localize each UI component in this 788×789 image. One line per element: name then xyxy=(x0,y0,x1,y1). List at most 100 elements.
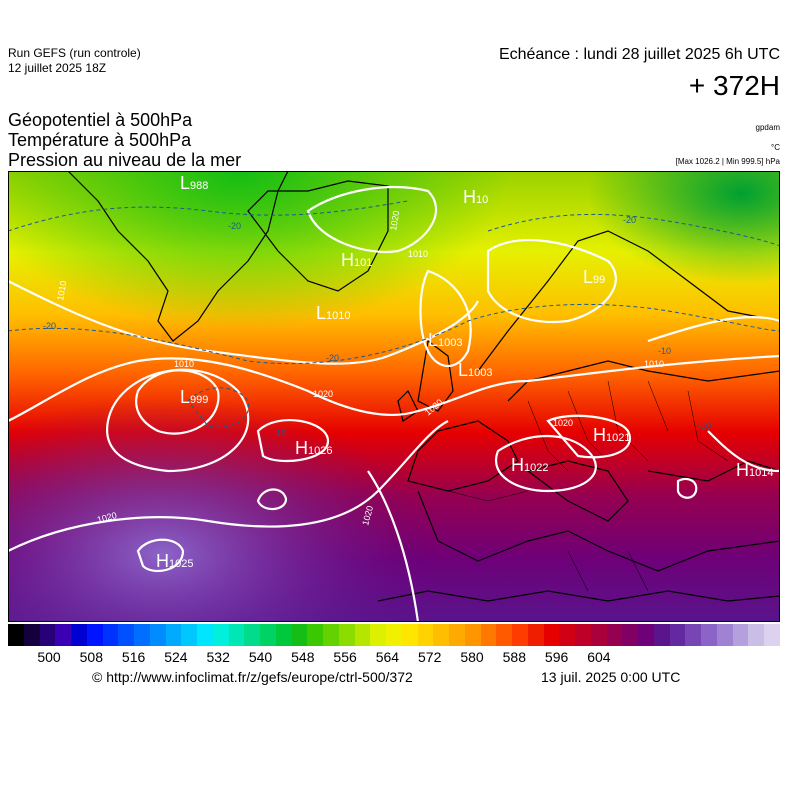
svg-text:1010: 1010 xyxy=(644,359,664,369)
scale-swatch xyxy=(575,624,591,646)
scale-swatch xyxy=(559,624,575,646)
scale-swatch xyxy=(165,624,182,646)
svg-text:-20: -20 xyxy=(623,215,636,225)
scale-tick-label: 532 xyxy=(206,649,230,665)
scale-swatch xyxy=(181,624,197,646)
scale-swatch xyxy=(464,624,481,646)
scale-swatch xyxy=(527,624,544,646)
forecast-offset: + 372H xyxy=(688,70,780,101)
scale-swatch xyxy=(323,624,339,646)
weather-map[interactable]: L988 H10 H101 L1010 L99 L1003 L1003 L999… xyxy=(8,171,780,622)
scale-swatch xyxy=(23,624,40,646)
scale-swatch xyxy=(197,624,213,646)
scale-swatch xyxy=(118,624,134,646)
scale-tick-label: 556 xyxy=(333,649,357,665)
scale-tick-label: 548 xyxy=(291,649,315,665)
svg-text:1010: 1010 xyxy=(408,249,428,259)
scale-tick-label: 540 xyxy=(248,649,273,665)
scale-swatch xyxy=(732,624,749,646)
scale-swatch xyxy=(149,624,166,646)
scale-swatch xyxy=(275,624,292,646)
scale-swatch xyxy=(764,624,780,646)
scale-swatch xyxy=(354,624,371,646)
scale-swatch xyxy=(244,624,260,646)
pressure-centers: L988 H10 H101 L1010 L99 L1003 L1003 L999… xyxy=(156,173,773,571)
scale-swatch xyxy=(590,624,607,646)
run-label: Run GEFS (run controle) xyxy=(8,46,141,60)
scale-swatch xyxy=(260,624,276,646)
scale-swatch xyxy=(307,624,323,646)
title-temperature: Température à 500hPa xyxy=(8,130,192,150)
scale-swatch xyxy=(134,624,150,646)
unit-geopotential: gpdam xyxy=(755,123,780,132)
svg-text:1020: 1020 xyxy=(313,389,333,399)
isotherm-labels: -20 -20 -20 -20 -10 -10 -10 xyxy=(43,215,711,438)
scale-tick-label: 500 xyxy=(37,649,61,665)
scale-swatch xyxy=(338,624,355,646)
coastlines xyxy=(67,171,780,602)
scale-swatch xyxy=(606,624,623,646)
svg-text:1020: 1020 xyxy=(553,418,573,428)
scale-tick-label: 572 xyxy=(418,649,442,665)
scale-tick-label: 580 xyxy=(460,649,484,665)
scale-swatch xyxy=(228,624,245,646)
pressure-center-L1003a: L1003 xyxy=(428,330,463,350)
run-timestamp: 13 juil. 2025 0:00 UTC xyxy=(541,669,681,685)
run-date: 12 juillet 2025 18Z xyxy=(8,61,107,75)
svg-text:1020: 1020 xyxy=(388,210,401,231)
echeance-label: Echéance : lundi 28 juillet 2025 6h UTC xyxy=(498,46,780,63)
source-url: © http://www.infoclimat.fr/z/gefs/europe… xyxy=(92,669,413,685)
scale-tick-label: 588 xyxy=(502,649,526,665)
country-borders xyxy=(447,380,729,592)
scale-tick-label: 596 xyxy=(544,649,569,665)
title-pressure: Pression au niveau de la mer xyxy=(8,150,242,170)
map-frame xyxy=(8,171,780,622)
scale-swatch xyxy=(433,624,449,646)
scale-swatch xyxy=(622,624,638,646)
scale-swatch xyxy=(496,624,512,646)
svg-text:1010: 1010 xyxy=(174,359,194,369)
svg-text:-20: -20 xyxy=(228,221,241,231)
scale-swatch xyxy=(685,624,701,646)
scale-tick-label: 524 xyxy=(164,649,188,665)
hot-zone-atlantic xyxy=(8,171,780,622)
svg-text:1010: 1010 xyxy=(55,280,68,301)
color-scale-bar xyxy=(8,624,780,646)
scale-swatch xyxy=(480,624,497,646)
scale-swatch xyxy=(449,624,465,646)
unit-temperature: °C xyxy=(771,143,780,152)
scale-swatch xyxy=(8,624,24,646)
scale-tick-label: 564 xyxy=(375,649,400,665)
scale-swatch xyxy=(291,624,308,646)
scale-swatch xyxy=(55,624,71,646)
title-geopotential: Géopotentiel à 500hPa xyxy=(8,110,193,130)
scale-swatch xyxy=(716,624,733,646)
scale-swatch xyxy=(701,624,717,646)
scale-swatch xyxy=(401,624,418,646)
scale-tick-label: 604 xyxy=(587,649,611,665)
scale-swatch xyxy=(102,624,119,646)
scale-tick-label: 508 xyxy=(79,649,103,665)
scale-swatch xyxy=(417,624,434,646)
svg-text:-20: -20 xyxy=(326,353,339,363)
scale-swatch xyxy=(86,624,103,646)
svg-text:-10: -10 xyxy=(658,346,671,356)
scale-swatch xyxy=(669,624,686,646)
scale-swatch xyxy=(512,624,528,646)
scale-swatch xyxy=(39,624,56,646)
scale-swatch xyxy=(212,624,229,646)
isotherms xyxy=(8,200,780,428)
scale-tick-label: 516 xyxy=(121,649,146,665)
svg-text:-10: -10 xyxy=(698,421,711,431)
scale-swatch xyxy=(748,624,764,646)
isobars xyxy=(8,185,780,622)
svg-text:-10: -10 xyxy=(273,428,286,438)
scale-swatch xyxy=(543,624,560,646)
scale-swatch xyxy=(71,624,87,646)
scale-swatch xyxy=(386,624,402,646)
unit-pressure: [Max 1026.2 | Min 999.5] hPa xyxy=(675,157,780,166)
scale-swatch xyxy=(370,624,386,646)
svg-text:-20: -20 xyxy=(43,321,56,331)
scale-swatch xyxy=(638,624,654,646)
scale-swatch xyxy=(653,624,670,646)
